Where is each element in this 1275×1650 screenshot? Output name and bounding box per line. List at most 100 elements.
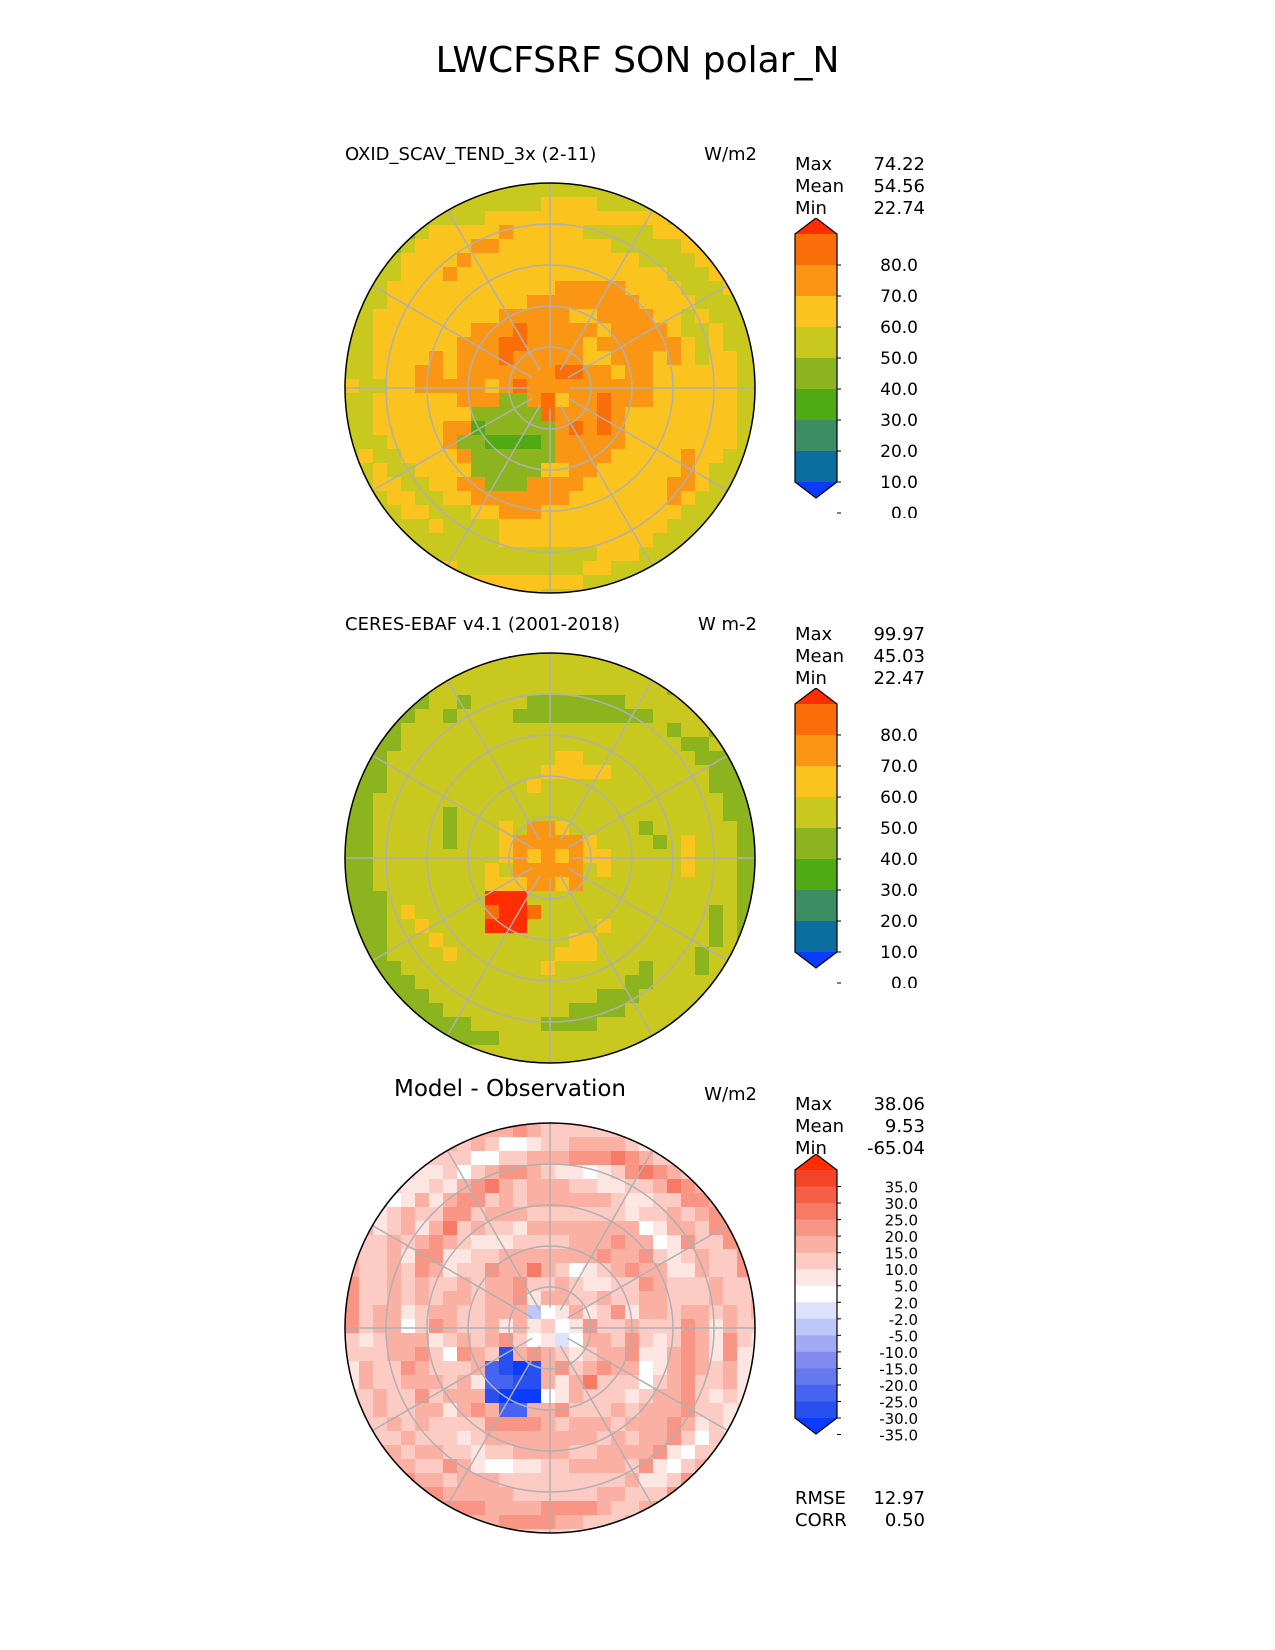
colorbar-tick-label: -10.0 (879, 1344, 918, 1362)
colorbar-tick-label: 35.0 (885, 1179, 918, 1197)
colorbar-tick-label: 30.0 (880, 881, 918, 901)
corr-value: 0.50 (884, 1510, 925, 1531)
min-label: Min (795, 668, 827, 689)
colorbar-tick-label: 2.0 (894, 1294, 918, 1312)
colorbar-segment (795, 1384, 837, 1402)
colorbar-tick-label: 15.0 (885, 1245, 918, 1263)
colorbar-tick-label: 30.0 (885, 1195, 918, 1213)
colorbar-tick-label: 70.0 (880, 757, 918, 777)
mean-label: Mean (795, 1116, 845, 1137)
colorbar-tick-label: 70.0 (880, 287, 918, 307)
colorbar-tick-label: 30.0 (880, 411, 918, 431)
colorbar-segment (795, 420, 837, 452)
max-label: Max (795, 624, 833, 645)
max-label: Max (795, 1094, 833, 1115)
colorbar-tick-label: -15.0 (879, 1360, 918, 1378)
colorbar-segment (795, 1335, 837, 1353)
map-boundary (344, 182, 756, 594)
min-label: Min (795, 1138, 827, 1159)
colorbar-extend-max (795, 1154, 837, 1170)
colorbar-extend-max (795, 688, 837, 704)
max-value: 99.97 (873, 624, 925, 645)
colorbar: 80.0 70.0 60.0 50.0 40.0 30.0 20.0 10.0 0.0 (794, 218, 918, 518)
panel-model: OXID_SCAV_TEND_3x (2-11) W/m2 Max 74.22 M… (0, 128, 1275, 608)
colorbar-segment (795, 1302, 837, 1320)
colorbar-segment (795, 921, 837, 953)
colorbar-segment (795, 859, 837, 891)
colorbar-tick-label: -20.0 (879, 1377, 918, 1395)
graticule (345, 653, 755, 1063)
colorbar-tick-label: 0.0 (891, 504, 918, 518)
map-boundary (344, 652, 756, 1064)
colorbar-tick-label: -25.0 (879, 1393, 918, 1411)
colorbar-tick-label: 10.0 (880, 473, 918, 493)
max-value: 74.22 (873, 154, 925, 175)
min-label: Min (795, 198, 827, 219)
panel-title: CERES-EBAF v4.1 (2001-2018) (345, 614, 621, 635)
colorbar-tick-label: 10.0 (880, 943, 918, 963)
polar-map (344, 182, 756, 594)
colorbar-segment (795, 1219, 837, 1237)
stats-block: Max 99.97 Mean 45.03 Min 22.47 (795, 624, 925, 690)
colorbar: 80.0 70.0 60.0 50.0 40.0 30.0 20.0 10.0 0.0 (794, 688, 918, 988)
colorbar-segment (795, 234, 837, 266)
colorbar: 35.030.025.020.015.010.05.02.0-2.0-5.0-1… (794, 1154, 918, 1445)
polar-map (344, 652, 756, 1064)
colorbar-tick-label: 20.0 (885, 1228, 918, 1246)
mean-value: 9.53 (884, 1116, 925, 1137)
max-value: 38.06 (873, 1094, 925, 1115)
stats-block: Max 74.22 Mean 54.56 Min 22.74 (795, 154, 925, 220)
units-label: W/m2 (704, 1084, 757, 1105)
panel-observation: CERES-EBAF v4.1 (2001-2018) W m-2 Max 99.… (0, 598, 1275, 1078)
colorbar-tick-label: -5.0 (889, 1327, 918, 1345)
panel-difference: Model - Observation W/m2 Max 38.06 Mean 9.… (0, 1068, 1275, 1548)
colorbar-tick-label: 0.0 (891, 974, 918, 988)
units-label: W/m2 (704, 144, 757, 165)
colorbar-tick-label: 20.0 (880, 912, 918, 932)
map-boundary (344, 1122, 756, 1534)
mean-label: Mean (795, 646, 845, 667)
corr-label: CORR (795, 1510, 847, 1531)
graticule (345, 1123, 755, 1533)
mean-value: 45.03 (873, 646, 925, 667)
colorbar-segment (795, 327, 837, 359)
colorbar-segment (795, 358, 837, 390)
colorbar-tick-label: 80.0 (880, 256, 918, 276)
colorbar-segment (795, 735, 837, 767)
stats-block: Max 38.06 Mean 9.53 Min -65.04 (795, 1094, 925, 1160)
mean-value: 54.56 (873, 176, 925, 197)
units-label: W m-2 (697, 614, 757, 635)
colorbar-tick-label: 50.0 (880, 349, 918, 369)
colorbar-segment (795, 1318, 837, 1336)
polar-map (344, 1122, 756, 1534)
colorbar-tick-label: 25.0 (885, 1212, 918, 1230)
min-value: 22.74 (873, 198, 925, 219)
colorbar-segment (795, 704, 837, 736)
colorbar-segment (795, 1351, 837, 1369)
colorbar-segment (795, 1170, 837, 1188)
mean-label: Mean (795, 176, 845, 197)
colorbar-segment (795, 265, 837, 297)
colorbar-segment (795, 1269, 837, 1287)
colorbar-segment (795, 797, 837, 829)
graticule (345, 183, 755, 593)
colorbar-segment (795, 1186, 837, 1204)
colorbar-tick-label: 60.0 (880, 318, 918, 338)
colorbar-extend-min (795, 482, 837, 498)
colorbar-segment (795, 1368, 837, 1386)
colorbar-segment (795, 1252, 837, 1270)
colorbar-tick-label: 40.0 (880, 850, 918, 870)
colorbar-tick-label: 50.0 (880, 819, 918, 839)
colorbar-tick-label: -35.0 (879, 1427, 918, 1445)
colorbar-extend-min (795, 952, 837, 968)
colorbar-segment (795, 1236, 837, 1254)
colorbar-segment (795, 766, 837, 798)
panel-title: Model - Observation (393, 1076, 627, 1102)
colorbar-tick-label: 10.0 (885, 1261, 918, 1279)
skill-stats: RMSE 12.97 CORR 0.50 (795, 1488, 925, 1532)
colorbar-tick-label: 80.0 (880, 726, 918, 746)
rmse-value: 12.97 (873, 1488, 925, 1509)
colorbar-segment (795, 828, 837, 860)
colorbar-tick-label: -2.0 (889, 1311, 918, 1329)
max-label: Max (795, 154, 833, 175)
